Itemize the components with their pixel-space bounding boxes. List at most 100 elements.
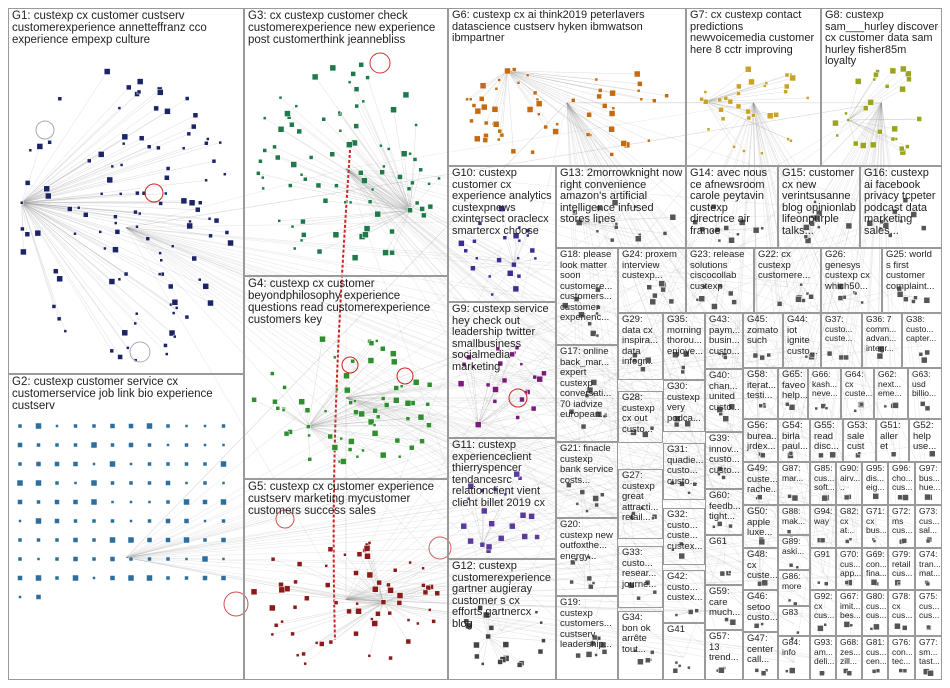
group-g65: G65: faveo help... [778,368,808,419]
group-label: G12: custexp customerexperience gartner … [452,560,552,630]
group-g85: G85: cus... soft... [810,462,836,505]
group-label: G82: cx at... [840,506,859,535]
group-label: G94: way [814,506,833,526]
group-g70: G70: cus... app... [836,548,862,590]
group-g75: G75: cus... cus... [915,590,942,636]
group-g16: G16: custexp ai facebook privacy tcpeter… [860,166,942,248]
group-g51: G51: aller et [876,419,909,462]
group-g83: G83 [778,606,810,636]
group-label: G19: custexp customers... custserv leade… [560,597,612,650]
group-label: G91 [814,549,831,559]
group-label: G36: 7 comm... advan... integr... [866,314,897,353]
group-g78: G78: cx cus... [888,590,915,636]
group-label: G96: cho... cus... [892,463,913,492]
group-label: G76: con... tec... [892,637,913,666]
group-label: G62: next... eme... [878,369,902,398]
group-g12: G12: custexp customerexperience gartner … [448,559,556,680]
group-g17: G17: online back_mar... expert custexp c… [556,345,618,442]
group-g58: G58: iterat... testi... [743,368,778,419]
group-g26: G26: genesys custexp cx which50... [821,248,882,313]
group-g6: G6: custexp cx ai think2019 peterlavers … [448,8,686,166]
group-g67: G67: imit... bes... [836,590,862,636]
group-label: G22: cx custexp customere... [758,249,811,281]
group-label: G83 [782,607,799,617]
group-label: G21: finacle custexp bank service costs.… [560,443,614,486]
group-label: G90: airv... .. [840,463,861,492]
group-label: G70: cus... app... [840,549,862,578]
group-label: G51: aller et [880,420,901,452]
group-label: G35: morning thorou... enjoye... [667,314,703,357]
group-label: G85: cus... soft... [814,463,835,492]
group-g89: G89: aski... [778,535,810,570]
group-g13: G13: 2morrowknight now right convenience… [556,166,686,248]
group-g20: G20: custexp new outfoxthe... energy... [556,518,618,596]
group-label: G34: bon ok arrête tout... [622,612,651,655]
group-g71: G71: cx bus... [862,505,888,548]
group-g50: G50: apple luxe... [743,505,778,548]
group-label: G63: usd billio... [912,369,937,398]
group-g8: G8: custexp sam___hurley discover cx cus… [821,8,942,166]
group-g25: G25: world s first customer complaint... [882,248,942,313]
group-g5: G5: custexp cx customer experience custs… [244,479,448,680]
group-g47: G47: center call... [743,632,778,680]
group-g93: G93: am... deli... [810,636,836,680]
group-g84: G84: info [778,636,810,680]
group-label: G88: mak... [782,506,806,526]
group-g29: G29: data cx inspira... data infogr... [618,313,663,380]
group-g77: G77: sm... tast... [915,636,942,680]
group-g87: G87: mar... [778,462,810,505]
group-g97: G97: bus... hue... [915,462,942,505]
group-label: G8: custexp sam___hurley discover cx cus… [825,9,939,67]
group-label: G95: dis... eig... [866,463,885,492]
group-label: G66: kash... neve... [812,369,838,398]
group-g27: G27: custexp great attracti... retail... [618,469,663,539]
group-label: G38: custo... capter... [906,314,937,343]
group-g21: G21: finacle custexp bank service costs.… [556,442,618,518]
group-label: G77: sm... tast... [919,637,940,666]
group-g48: G48: cx custe... [743,548,778,590]
group-g46: G46: setoo custo... [743,590,778,632]
group-label: G71: cx bus... [866,506,887,535]
group-g3: G3: cx custexp customer check customerex… [244,8,448,276]
group-label: G15: customer cx new verintsusanne blog … [782,167,857,237]
group-label: G54: birla paul... [782,420,808,452]
group-label: G89: aski... [782,536,805,556]
group-label: G5: custexp cx customer experience custs… [248,481,434,517]
group-g36: G36: 7 comm... advan... integr... [862,313,902,368]
group-g45: G45: zomato such [743,313,783,368]
group-g91: G91 [810,548,836,590]
group-g64: G64: cx custe... [841,368,874,419]
group-label: G44: iot ignite custo... [787,314,818,357]
group-g92: G92: cx cus... [810,590,836,636]
group-label: G68: zes... zill... [840,637,861,666]
group-g54: G54: birla paul... [778,419,810,462]
group-g73: G73: cus... sal... [915,505,942,548]
group-label: G18: please look matter soon customere..… [560,249,613,323]
group-g1: G1: custexp cx customer custserv custome… [8,8,244,374]
group-g35: G35: morning thorou... enjoye... [663,313,705,380]
group-g43: G43: paym... busin... custo... [705,313,743,369]
group-g88: G88: mak... [778,505,810,535]
group-label: G9: custexp service hey check out leader… [452,303,549,373]
group-label: G23: release solutions ciscocollab custe… [690,249,745,292]
group-g11: G11: custexp experienceclient thierryspe… [448,438,556,559]
group-g2: G2: custexp customer service cx customer… [8,374,244,680]
group-g49: G49: custe... rache... [743,462,778,505]
group-label: G84: info [782,637,801,657]
group-label: G1: custexp cx customer custserv custome… [12,10,207,46]
group-label: G41 [667,624,685,635]
group-label: G26: genesys custexp cx which50... [825,249,870,292]
group-g90: G90: airv... .. [836,462,862,505]
group-label: G75: cus... cus... [919,591,940,620]
group-g72: G72: ms cus... [888,505,915,548]
group-g86: G86: more [778,570,810,606]
group-g18: G18: please look matter soon customere..… [556,248,618,345]
group-g60: G60: feedb... tight... [705,489,743,535]
group-label: G27: custexp great attracti... retail... [622,470,659,523]
group-g4: G4: custexp cx customer beyondphilosophy… [244,276,448,479]
group-g37: G37: custo... custe... [821,313,862,368]
group-g62: G62: next... eme... [874,368,908,419]
group-g82: G82: cx at... [836,505,862,548]
group-g69: G69: con... fina... [862,548,888,590]
group-label: G28: custexp cx out custo... [622,392,655,435]
